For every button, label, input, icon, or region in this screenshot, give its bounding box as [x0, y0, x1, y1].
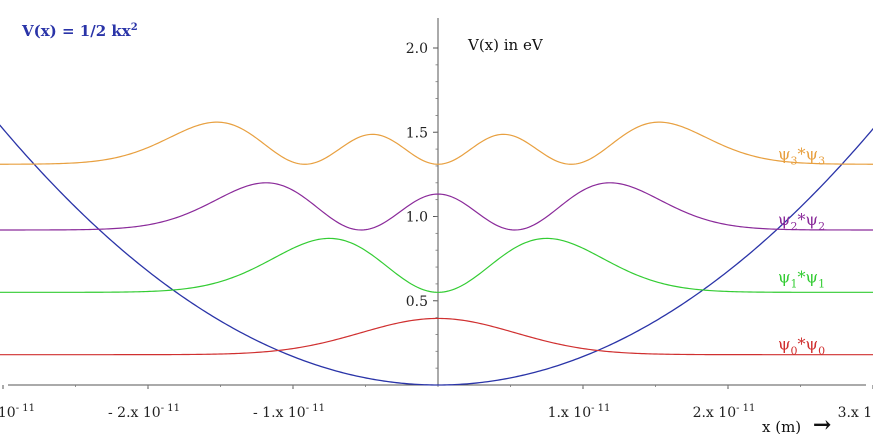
curves	[0, 121, 873, 386]
density-curve-0	[0, 317, 873, 356]
x-tick-label: - 3.x 10- 11	[0, 403, 35, 421]
y-tick-label: 1.5	[406, 125, 428, 141]
x-axis-label: x (m) →	[762, 412, 831, 434]
potential-curve	[0, 124, 873, 386]
series-label-0: ψ0*ψ0	[778, 335, 825, 358]
series-label-2: ψ2*ψ2	[778, 210, 825, 233]
y-tick-label: 1.0	[406, 210, 428, 226]
potential-label: V(x) = 1/2 kx2	[21, 22, 138, 40]
x-tick-label: 1.x 10- 11	[548, 403, 611, 421]
x-tick-label: 2.x 10- 11	[693, 403, 756, 421]
density-curve-1	[0, 237, 873, 293]
x-tick-label: - 1.x 10- 11	[253, 403, 325, 421]
y-tick-label: 2.0	[406, 41, 428, 57]
series-label-1: ψ1*ψ1	[778, 267, 825, 290]
axes	[2, 18, 873, 389]
y-axis-label: V(x) in eV	[467, 36, 544, 54]
density-curve-2	[0, 182, 873, 231]
series-label-3: ψ3*ψ3	[778, 144, 825, 167]
x-tick-label: 3.x 10- 11	[838, 403, 873, 421]
density-curve-3	[0, 121, 873, 165]
x-tick-label: - 2.x 10- 11	[108, 403, 180, 421]
y-tick-label: 0.5	[406, 294, 428, 310]
labels: - 3.x 10- 11 - 2.x 10- 11 - 1.x 10- 11 1.x …	[0, 22, 873, 434]
